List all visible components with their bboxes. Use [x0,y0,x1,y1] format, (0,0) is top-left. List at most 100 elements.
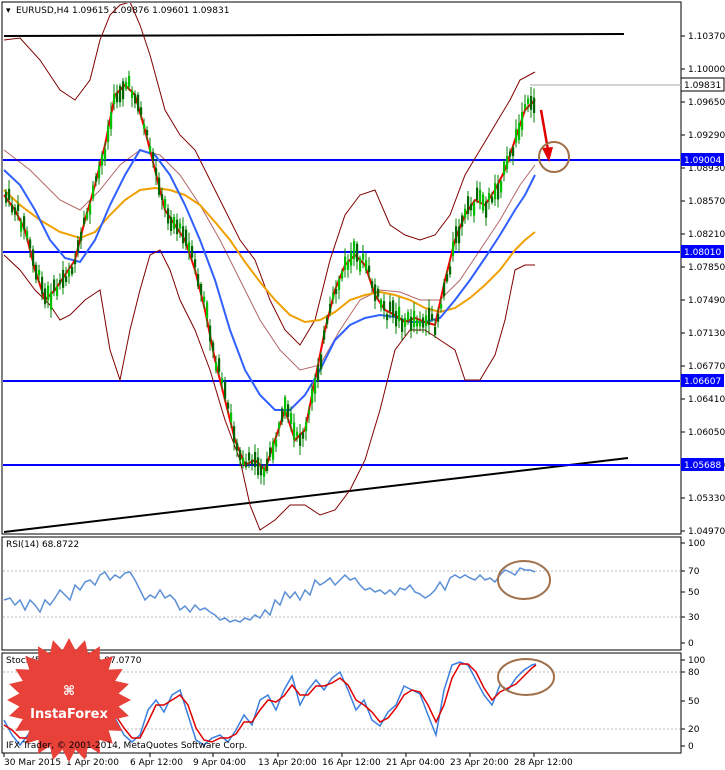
candle-body [230,412,233,423]
time-label: 23 Apr 20:00 [450,758,509,768]
candle-body [98,165,101,179]
time-label: 16 Apr 12:00 [322,758,381,768]
candle-body [167,208,170,224]
candle-body [5,191,8,203]
candle-body [35,264,38,280]
candle-body [431,314,434,320]
level-tag-2 [681,245,724,258]
candle-body [395,311,398,327]
rsi-circle [497,560,551,600]
candle-body [428,307,431,325]
stoch-circle [497,658,555,696]
stoch-tick-label: 80 [688,668,700,678]
price-tick-label: 1.07490 [688,296,725,306]
candle-body [110,112,113,130]
candle-body [350,251,353,266]
candle-body [143,123,146,129]
candle-body [257,457,260,475]
candle-body [524,104,527,109]
candle-body [137,94,140,112]
candle-body [158,177,161,195]
candle-body [239,449,242,461]
candle-body [206,302,209,319]
candle-body [155,168,158,176]
candle-body [425,315,428,327]
candle-body [107,125,110,143]
logo-text: InstaForex [30,707,108,722]
candle-body [356,243,359,262]
stoch-tick-label: 20 [688,725,700,735]
candle-body [20,221,23,232]
candle-body [527,98,530,104]
price-tick-label: 1.06770 [688,362,725,372]
candle-body [170,217,173,231]
dropdown-icon[interactable]: ▾ [6,6,11,16]
candle-body [377,288,380,297]
candle-body [152,151,155,160]
resistance-trendline[interactable] [3,33,625,37]
candle-body [113,93,116,105]
candle-body [365,260,368,271]
stoch-axis: 100 80 50 20 0 [681,656,705,752]
candle-body [221,378,224,383]
rsi-tick-label: 30 [688,613,700,623]
candle-body [452,241,455,256]
candle-body [134,93,137,104]
candle-body [422,317,425,328]
candle-body [68,270,71,277]
candle-body [125,81,128,89]
candle-body [119,85,122,103]
level-tag-1 [681,153,724,166]
candle-body [263,467,266,477]
level-tag-4-text: 1.05688 [684,461,721,471]
rsi-tick-label: 0 [688,639,694,649]
candle-body [92,185,95,199]
candle-body [116,92,119,103]
candle-body [101,154,104,166]
candle-body [266,458,269,471]
candle-body [254,452,257,468]
rsi-header: RSI(14) 68.8722 [6,540,79,550]
price-tick-label: 1.06050 [688,428,725,438]
bollinger-middle [3,149,536,371]
candle-body [200,284,203,295]
current-price-text: 1.09831 [684,81,721,91]
price-tick-label: 1.06410 [688,395,725,405]
candle-body [512,147,515,157]
candle-body [482,194,485,211]
candle-body [122,81,125,100]
candle-body [56,286,59,296]
candle-body [209,325,212,342]
candle-body [413,310,416,327]
candle-body [59,279,62,285]
rsi-tick-label: 100 [688,539,705,549]
time-label: 6 Apr 12:00 [130,758,183,768]
candle-body [344,256,347,270]
candle-body [518,123,521,140]
candles [5,70,536,486]
candle-body [308,410,311,415]
support-trendline[interactable] [3,457,629,533]
candle-body [275,439,278,447]
candle-body [485,201,488,218]
time-label: 30 Mar 2015 [4,758,61,768]
level-tag-2-text: 1.08010 [684,248,721,258]
candle-body [281,408,284,422]
candle-body [71,267,74,275]
candle-body [326,317,329,325]
candle-body [410,316,413,331]
candle-body [383,301,386,311]
candle-body [47,285,50,301]
footer-copyright: IFX Trader, © 2001-2014, MetaQuotes Soft… [6,741,247,751]
price-tick-label: 1.05330 [688,494,725,504]
price-tick-label: 1.10000 [688,65,725,75]
logo-symbol-icon: ⌘ [63,684,75,699]
candle-body [497,183,500,200]
candle-body [506,156,509,170]
rsi-panel[interactable] [1,536,682,651]
main-chart-panel[interactable] [1,1,682,535]
candle-body [533,97,536,114]
candle-body [494,183,497,200]
chart-header: EURUSD,H4 1.09615 1.09876 1.09601 1.0983… [16,6,229,16]
